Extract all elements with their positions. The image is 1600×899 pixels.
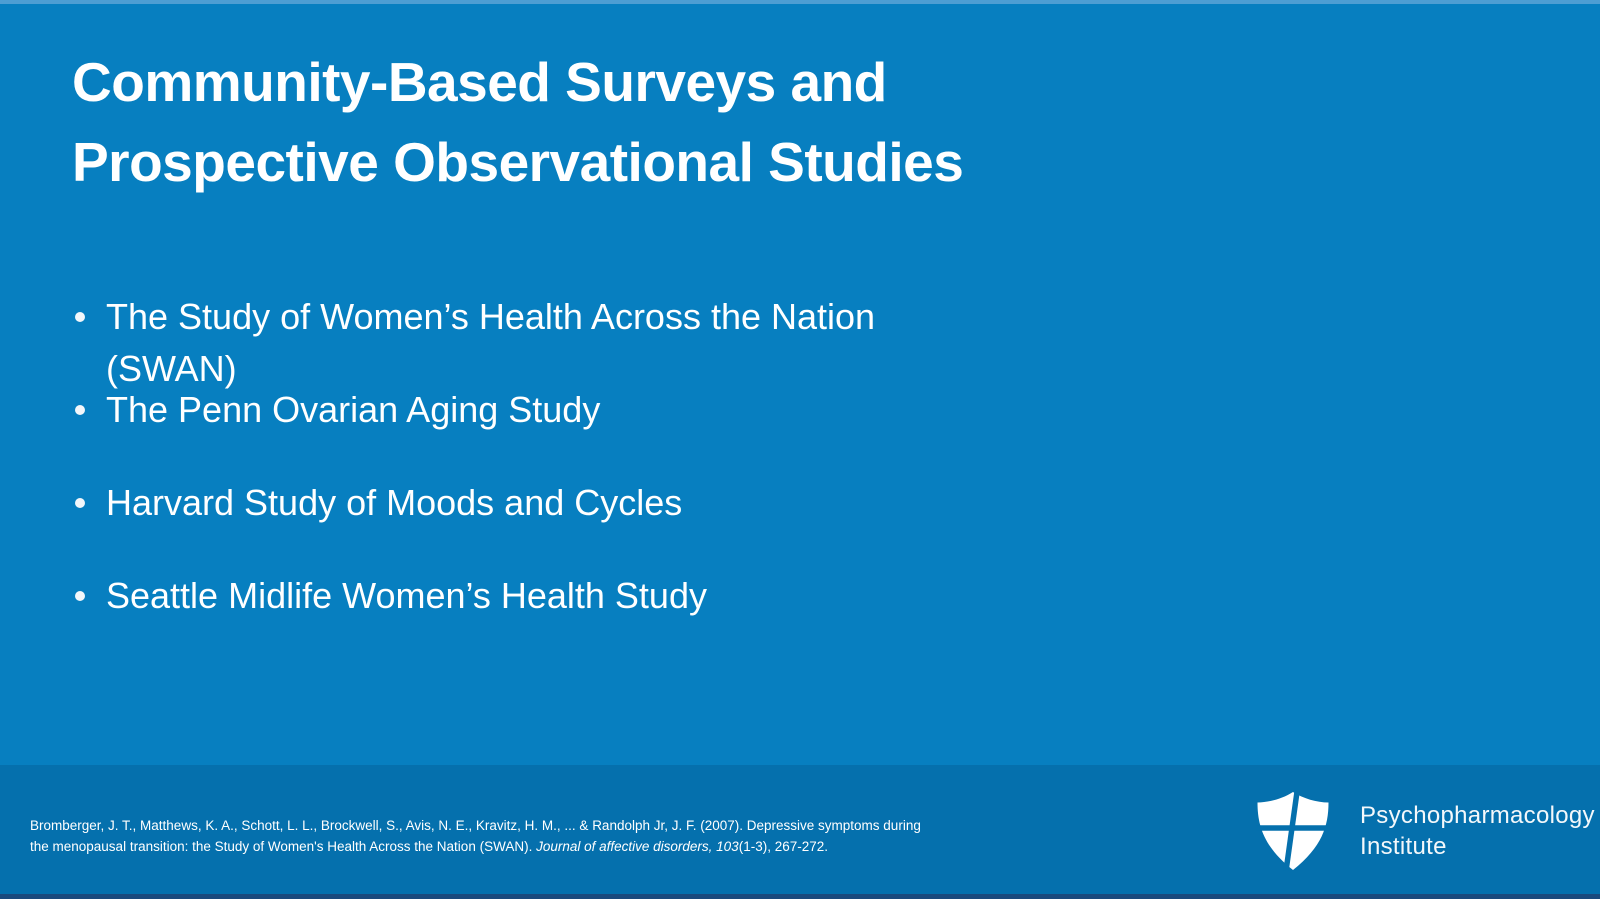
- bullet-text: Seattle Midlife Women’s Health Study: [106, 575, 707, 616]
- psychopharmacology-institute-logo: Psychopharmacology Institute: [1253, 791, 1595, 871]
- bullet-text: Harvard Study of Moods and Cycles: [106, 482, 683, 523]
- bullet-dot: [75, 405, 85, 415]
- slide-title-line2: Prospective Observational Studies: [72, 131, 964, 193]
- bullet-dot: [75, 591, 85, 601]
- bullet-text: The Penn Ovarian Aging Study: [106, 389, 601, 430]
- citation-line1: Bromberger, J. T., Matthews, K. A., Scho…: [30, 818, 921, 833]
- shield-cross-icon: [1256, 791, 1330, 871]
- bullet-text-wrap: (SWAN): [106, 348, 237, 389]
- logo-name-line2: Institute: [1360, 833, 1447, 860]
- bullet-dot: [75, 312, 85, 322]
- footer-band: [0, 765, 1600, 894]
- citation-line2-normal: the menopausal transition: the Study of …: [30, 838, 537, 854]
- list-item: Seattle Midlife Women’s Health Study: [72, 570, 1222, 663]
- reference-citation: Bromberger, J. T., Matthews, K. A., Scho…: [30, 816, 1030, 857]
- slide-title: Community-Based Surveys and Prospective …: [72, 42, 964, 202]
- slide-title-line1: Community-Based Surveys and: [72, 51, 887, 113]
- citation-journal-italic: Journal of affective disorders, 103: [536, 838, 739, 854]
- bullet-dot: [75, 498, 85, 508]
- list-item: Harvard Study of Moods and Cycles: [72, 477, 1222, 570]
- bullet-text: The Study of Women’s Health Across the N…: [106, 296, 876, 337]
- list-item: The Study of Women’s Health Across the N…: [72, 291, 1222, 389]
- top-edge-strip: [0, 0, 1600, 4]
- bottom-edge-strip: [0, 894, 1600, 899]
- list-item: The Penn Ovarian Aging Study: [72, 384, 1222, 477]
- logo-name-line1: Psychopharmacology: [1360, 802, 1595, 829]
- citation-line2-tail: (1-3), 267-272.: [738, 838, 829, 854]
- logo-wordmark: Psychopharmacology Institute: [1360, 800, 1595, 862]
- bullet-list: The Study of Women’s Health Across the N…: [72, 291, 1222, 663]
